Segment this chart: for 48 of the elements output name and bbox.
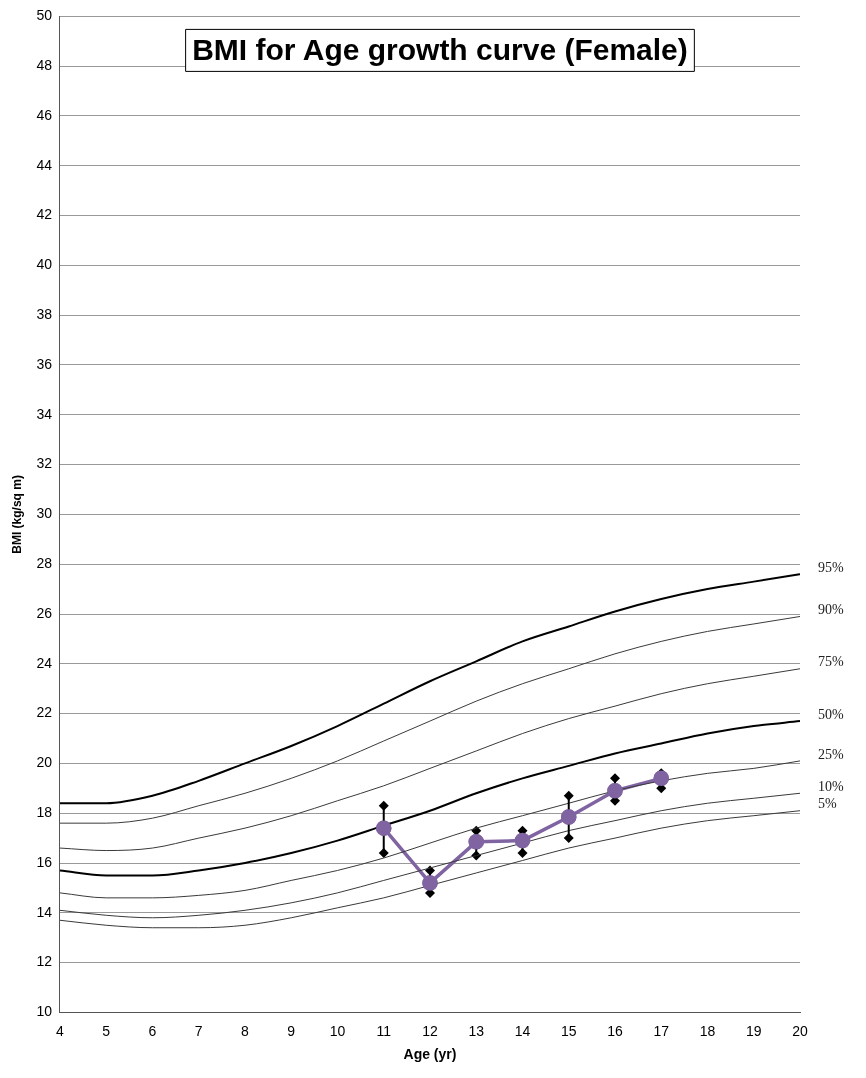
x-tick-label: 17 [653, 1022, 670, 1039]
series-label: 90% [818, 602, 844, 618]
text: BMI for Age growth curve (Female) [192, 32, 688, 66]
x-tick-label: 14 [514, 1022, 531, 1039]
x-tick-label: 11 [376, 1022, 392, 1039]
x-tick-label: 19 [745, 1022, 762, 1039]
x-tick-label: 18 [699, 1022, 716, 1039]
x-tick-label: 16 [607, 1022, 623, 1039]
y-tick-label: 44 [36, 156, 53, 173]
y-tick-label: 22 [36, 704, 53, 721]
y-tick-label: 46 [36, 106, 53, 123]
y-tick-label: 20 [36, 754, 53, 771]
y-tick-label: 10 [36, 1003, 53, 1020]
series-label: 50% [818, 706, 844, 722]
x-tick-label: 4 [56, 1022, 65, 1039]
y-tick-label: 36 [36, 355, 53, 372]
x-tick-label: 15 [560, 1022, 577, 1039]
y-axis-title: BMI (kg/sq m) [9, 475, 24, 554]
x-tick-label: 20 [792, 1022, 808, 1039]
y-tick-label: 34 [36, 405, 53, 422]
x-tick-label: 10 [329, 1022, 346, 1039]
y-tick-label: 38 [36, 306, 53, 323]
y-tick-label: 32 [36, 455, 53, 472]
x-tick-label: 8 [241, 1022, 250, 1039]
y-tick-label: 28 [36, 555, 53, 572]
series-label: 75% [818, 654, 844, 670]
y-tick-label: 18 [36, 804, 53, 821]
y-tick-label: 24 [36, 654, 53, 671]
series-label: 5% [818, 796, 837, 812]
y-tick-label: 48 [36, 57, 53, 74]
series-label: 95% [818, 559, 844, 575]
y-tick-label: 26 [36, 604, 53, 621]
y-tick-label: 30 [36, 505, 53, 522]
series-label: 25% [818, 746, 844, 762]
x-tick-label: 13 [468, 1022, 485, 1039]
series-label: 10% [818, 778, 844, 794]
y-tick-label: 16 [36, 853, 53, 870]
x-tick-label: 6 [148, 1022, 157, 1039]
y-tick-label: 50 [36, 7, 53, 24]
x-tick-label: 5 [102, 1022, 111, 1039]
x-tick-label: 7 [194, 1022, 203, 1039]
y-tick-label: 14 [36, 903, 53, 920]
y-tick-label: 12 [36, 953, 53, 970]
x-tick-label: 12 [422, 1022, 438, 1039]
y-tick-label: 40 [36, 256, 53, 273]
x-axis-title: Age (yr) [403, 1046, 457, 1063]
x-tick-label: 9 [287, 1022, 296, 1039]
y-tick-label: 42 [36, 206, 53, 223]
